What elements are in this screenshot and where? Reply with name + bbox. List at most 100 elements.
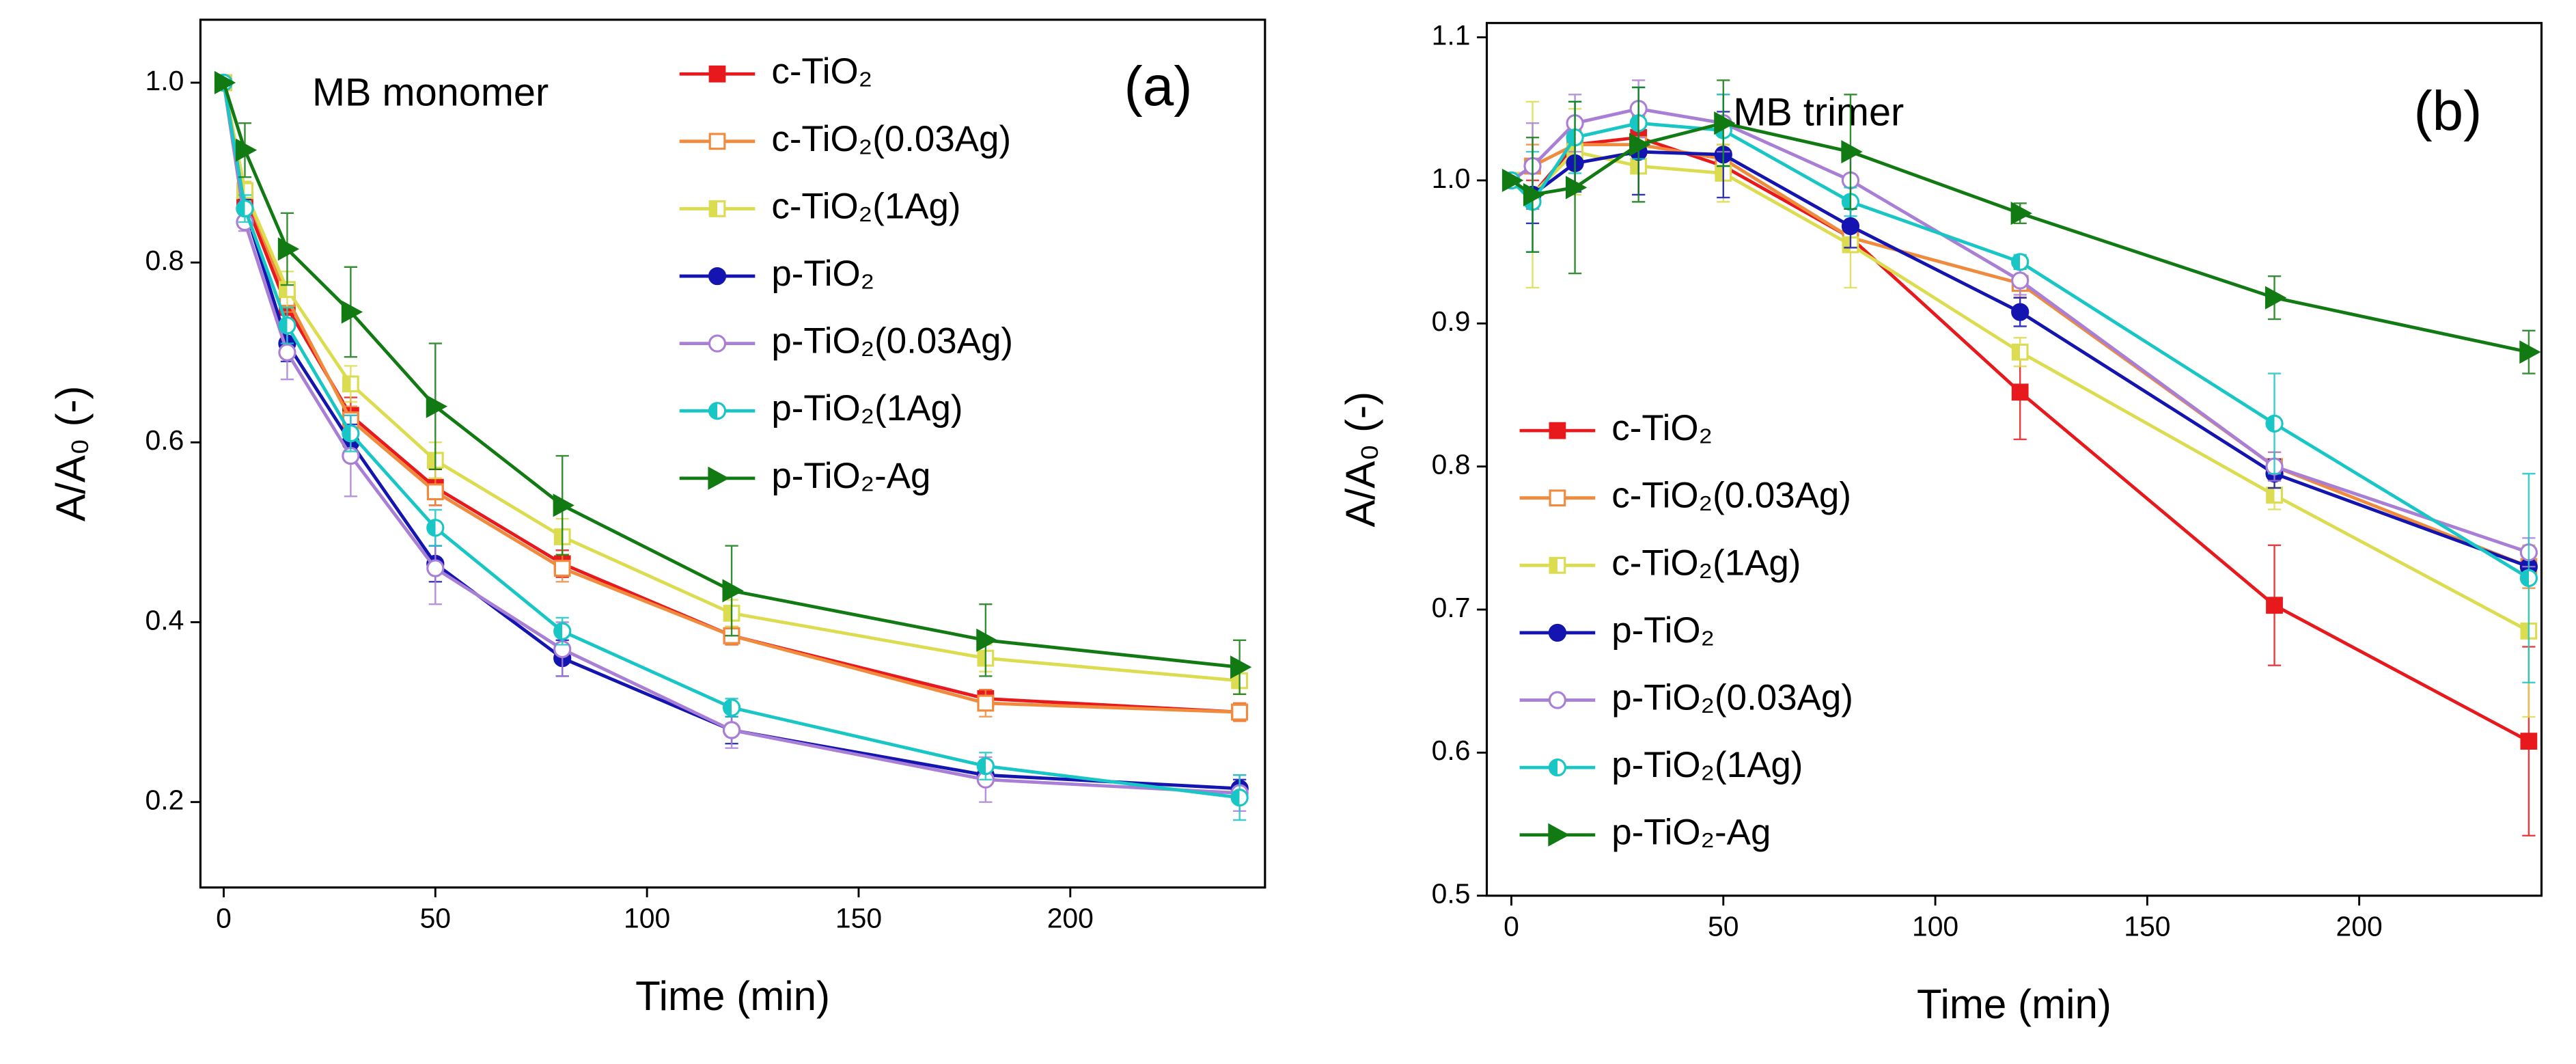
legend-marker xyxy=(708,334,727,353)
y-axis-label: A/A₀ (-) xyxy=(48,385,94,521)
marker xyxy=(342,424,360,443)
legend-label: c-TiO₂(1Ag) xyxy=(1611,543,1801,583)
y-tick-label: 0.2 xyxy=(146,784,184,815)
y-axis-label: A/A₀ (-) xyxy=(1338,392,1383,528)
legend-marker xyxy=(1548,759,1567,777)
panel-label: (a) xyxy=(1124,55,1193,118)
x-tick-label: 0 xyxy=(216,903,232,934)
marker xyxy=(1565,176,1588,200)
x-tick-label: 200 xyxy=(2336,911,2383,942)
y-tick-label: 0.8 xyxy=(146,245,184,276)
marker xyxy=(1231,703,1249,721)
marker xyxy=(235,138,258,162)
y-tick-label: 0.7 xyxy=(1432,592,1471,623)
marker xyxy=(2265,286,2287,310)
legend-marker xyxy=(708,402,727,420)
y-tick-label: 0.8 xyxy=(1432,448,1471,480)
y-tick-label: 0.6 xyxy=(1432,735,1471,766)
marker xyxy=(214,70,236,95)
marker xyxy=(2011,383,2029,401)
legend-label: c-TiO₂ xyxy=(771,51,872,92)
marker xyxy=(2266,487,2283,504)
x-axis-label: Time (min) xyxy=(1917,981,2111,1027)
marker xyxy=(2265,414,2284,433)
marker xyxy=(976,756,995,776)
marker xyxy=(2011,343,2029,361)
x-tick-label: 0 xyxy=(1504,911,1519,942)
marker xyxy=(426,394,448,418)
marker xyxy=(722,579,744,603)
marker xyxy=(553,560,571,577)
y-tick-label: 1.0 xyxy=(1432,163,1471,194)
legend-marker xyxy=(708,267,727,286)
x-tick-label: 150 xyxy=(835,903,882,934)
legend-marker xyxy=(1549,556,1566,574)
marker xyxy=(2011,271,2030,290)
marker xyxy=(2011,253,2030,271)
legend-label: c-TiO₂(1Ag) xyxy=(771,186,960,226)
marker xyxy=(278,343,296,362)
legend-label: c-TiO₂ xyxy=(1611,408,1713,448)
legend-label: p-TiO₂(0.03Ag) xyxy=(1611,677,1853,718)
legend-label: p-TiO₂-Ag xyxy=(771,456,930,496)
marker xyxy=(1714,111,1736,135)
legend-label: p-TiO₂(1Ag) xyxy=(771,388,962,428)
legend-label: p-TiO₂(0.03Ag) xyxy=(771,321,1013,362)
y-tick-label: 0.6 xyxy=(146,424,184,456)
marker xyxy=(426,559,445,577)
marker xyxy=(1230,655,1252,679)
legend-label: c-TiO₂(0.03Ag) xyxy=(771,119,1011,159)
legend-marker xyxy=(708,65,726,83)
legend-marker xyxy=(1548,691,1567,709)
marker xyxy=(2266,597,2283,614)
annotation: MB monomer xyxy=(312,71,549,115)
marker xyxy=(2519,340,2541,364)
x-tick-label: 100 xyxy=(624,903,670,934)
marker xyxy=(2010,202,2032,226)
y-tick-label: 1.1 xyxy=(1432,19,1471,51)
marker xyxy=(2011,303,2030,321)
x-tick-label: 100 xyxy=(1912,911,1958,942)
x-tick-label: 150 xyxy=(2124,911,2170,942)
legend-label: p-TiO₂(1Ag) xyxy=(1611,745,1803,785)
marker xyxy=(2520,733,2538,750)
legend-marker xyxy=(1548,623,1567,642)
legend-marker xyxy=(708,200,726,217)
marker xyxy=(553,622,572,640)
marker xyxy=(976,628,998,652)
marker xyxy=(2519,569,2538,588)
marker xyxy=(722,698,741,717)
marker xyxy=(426,519,445,537)
marker xyxy=(342,375,359,393)
marker xyxy=(1629,133,1651,156)
panel-label: (b) xyxy=(2413,80,2482,142)
legend-label: c-TiO₂(0.03Ag) xyxy=(1611,476,1851,516)
y-tick-label: 0.5 xyxy=(1432,878,1471,910)
legend-marker xyxy=(708,466,730,490)
x-tick-label: 50 xyxy=(1708,911,1739,942)
marker xyxy=(722,721,741,739)
marker xyxy=(426,483,444,501)
marker xyxy=(553,493,574,517)
marker xyxy=(1523,182,1545,206)
marker xyxy=(977,694,995,712)
legend-label: p-TiO₂-Ag xyxy=(1611,813,1771,853)
legend-label: p-TiO₂ xyxy=(1611,610,1715,651)
legend-marker xyxy=(1549,489,1566,507)
x-axis-label: Time (min) xyxy=(635,973,830,1019)
marker xyxy=(1841,140,1863,164)
marker xyxy=(1230,789,1249,807)
marker xyxy=(277,237,300,261)
x-tick-label: 50 xyxy=(420,903,451,934)
plot-frame xyxy=(1485,22,2543,897)
y-tick-label: 0.9 xyxy=(1432,305,1471,337)
marker xyxy=(236,200,254,218)
marker xyxy=(1501,168,1524,193)
legend-marker xyxy=(708,133,726,150)
y-tick-label: 0.4 xyxy=(146,604,184,636)
x-tick-label: 200 xyxy=(1047,903,1094,934)
marker xyxy=(278,316,296,335)
plot-frame xyxy=(199,18,1266,889)
